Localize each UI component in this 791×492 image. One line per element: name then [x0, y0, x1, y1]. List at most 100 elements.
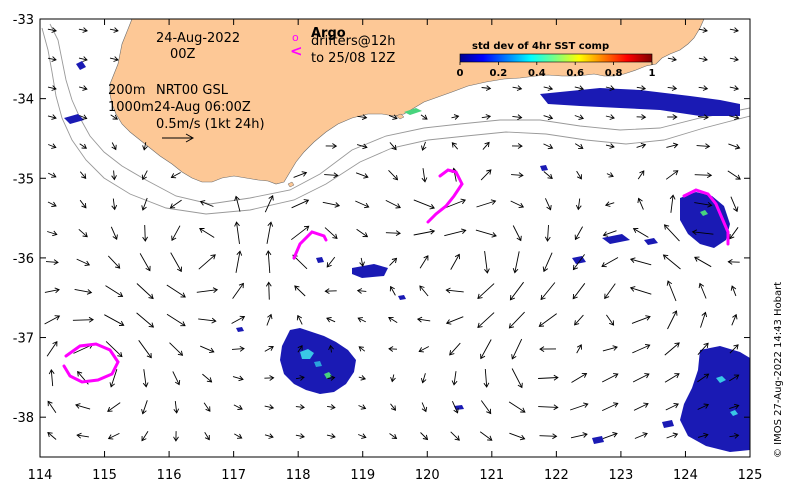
current-arrow — [445, 287, 464, 294]
current-arrow — [232, 282, 244, 299]
current-arrow — [47, 85, 57, 91]
current-arrow — [141, 400, 148, 415]
current-arrow — [511, 368, 523, 389]
current-arrow — [235, 250, 243, 273]
current-arrow — [173, 431, 179, 442]
current-arrow — [264, 375, 275, 381]
current-arrow — [327, 404, 336, 410]
current-arrow — [664, 373, 680, 383]
drifter-tracks — [62, 168, 730, 384]
sst-patch-coastal — [540, 88, 740, 116]
current-arrow — [698, 56, 708, 62]
current-arrow — [266, 221, 274, 244]
current-arrow — [326, 433, 336, 439]
current-arrow — [141, 431, 149, 442]
isobath-200m-label: 200m — [108, 83, 145, 98]
current-arrow — [574, 143, 584, 149]
x-tick-label: 114 — [28, 468, 53, 483]
current-arrow — [729, 85, 740, 91]
current-arrow — [172, 371, 181, 386]
current-arrow — [512, 225, 522, 242]
current-arrow — [697, 373, 710, 383]
current-arrow — [234, 221, 240, 244]
current-arrow — [327, 375, 336, 381]
current-arrow — [604, 283, 616, 300]
map-annotations: 24-Aug-2022 00Z 200m NRT00 GSL 1000m 24-… — [108, 31, 265, 143]
current-arrow — [356, 143, 368, 150]
current-arrow — [420, 114, 428, 120]
current-arrow — [264, 404, 275, 410]
current-arrow — [420, 373, 427, 384]
y-tick-label: -33 — [13, 13, 34, 28]
current-arrow — [665, 403, 679, 411]
current-arrow — [294, 285, 306, 297]
current-arrow — [166, 284, 186, 298]
sst-patch-mid — [592, 436, 604, 444]
current-arrow — [109, 27, 119, 33]
current-arrow — [324, 227, 338, 239]
x-tick-label: 115 — [92, 468, 117, 483]
current-arrow — [170, 172, 181, 179]
current-arrow — [204, 432, 210, 441]
current-arrow — [326, 317, 336, 323]
current-arrow — [539, 346, 557, 352]
current-arrow — [78, 85, 88, 91]
current-arrow — [357, 317, 367, 323]
current-arrow — [79, 199, 87, 209]
current-arrow — [169, 199, 182, 209]
y-tick-label: -35 — [13, 172, 34, 187]
x-tick-label: 121 — [479, 468, 504, 483]
sst-patch-cyan — [716, 376, 726, 383]
current-arrow — [729, 344, 739, 354]
current-arrow — [509, 432, 526, 441]
current-arrow — [385, 230, 401, 236]
current-arrow — [141, 170, 148, 181]
current-arrow — [667, 310, 678, 330]
current-arrow — [540, 282, 556, 301]
current-arrow — [570, 432, 588, 439]
current-arrow — [479, 431, 493, 441]
current-arrow — [173, 401, 180, 414]
isobath-1000m-label: 1000m — [108, 100, 154, 115]
plot-area — [39, 18, 751, 458]
y-tick-label: -37 — [13, 332, 34, 347]
current-arrow — [72, 316, 94, 323]
current-arrow — [482, 141, 490, 150]
current-arrow-field — [44, 27, 741, 442]
current-arrow — [508, 401, 526, 413]
sst-stddev-patches — [64, 61, 750, 452]
current-arrow — [508, 311, 525, 329]
current-arrow — [697, 432, 709, 439]
current-arrow — [79, 114, 88, 120]
current-arrow — [728, 143, 741, 150]
current-arrow — [574, 226, 583, 241]
current-arrow — [636, 142, 647, 149]
current-arrow — [729, 27, 739, 33]
x-tick-label: 118 — [286, 468, 311, 483]
island — [395, 113, 405, 120]
current-arrow — [170, 252, 182, 273]
current-arrow — [356, 228, 369, 238]
current-arrow — [632, 344, 651, 354]
current-arrow — [202, 373, 213, 383]
current-arrow — [109, 56, 119, 62]
current-arrow — [231, 315, 246, 324]
current-arrow — [451, 142, 459, 150]
current-arrow — [105, 341, 123, 358]
current-arrow — [47, 230, 58, 237]
current-arrow — [199, 228, 215, 238]
current-arrow — [110, 114, 119, 120]
current-arrow — [662, 254, 681, 270]
current-arrow — [543, 143, 554, 150]
argo-legend-label: Argo — [311, 26, 346, 41]
current-arrow — [574, 85, 585, 91]
current-arrow — [388, 346, 398, 352]
current-arrow — [421, 141, 427, 151]
current-arrow — [141, 197, 148, 211]
current-arrow — [104, 314, 125, 326]
current-arrow — [48, 369, 55, 387]
drifter-legend: o Argo < drifters@12h to 25/08 12Z — [290, 26, 396, 66]
current-arrow — [484, 251, 490, 274]
current-arrow — [109, 369, 118, 388]
current-arrow — [47, 400, 57, 413]
